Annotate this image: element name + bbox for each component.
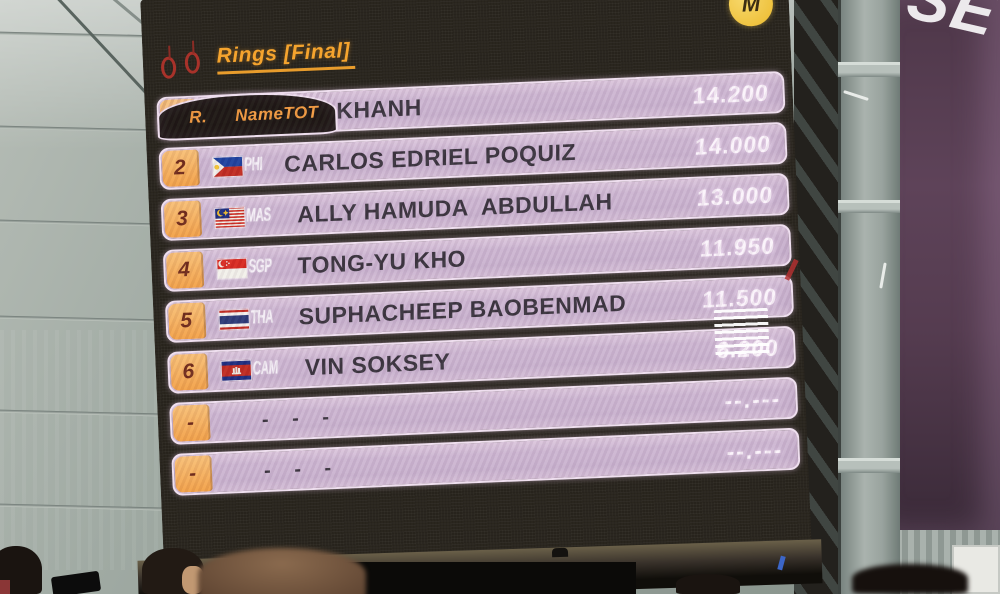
rank-number: 3 bbox=[175, 207, 189, 231]
noc-code: PHI bbox=[243, 153, 263, 176]
athlete-name: CARLOS EDRIEL POQUIZ bbox=[284, 138, 577, 177]
rank-badge: 4 bbox=[165, 251, 205, 289]
steel-column bbox=[838, 0, 900, 594]
result-row: 4 SGP TONG-YU KHO 11.950 bbox=[162, 223, 792, 293]
score-placeholder: --.--- bbox=[726, 435, 785, 465]
score-total: 11.950 bbox=[699, 231, 776, 262]
rank-number: 6 bbox=[182, 359, 195, 384]
result-row: 3 MAS ALLY HAMUDA ABDULLAH 13.000 bbox=[160, 172, 790, 242]
beam-flange bbox=[838, 458, 900, 473]
score-total: 14.200 bbox=[691, 79, 770, 109]
flag-cambodia-icon bbox=[220, 358, 253, 382]
rank-number: - bbox=[186, 410, 195, 435]
result-row: 6 CAM VIN SOKSEY 6.200 bbox=[166, 325, 797, 394]
rank-badge: 6 bbox=[170, 353, 209, 391]
flag-singapore-icon bbox=[216, 257, 248, 280]
spectator-head bbox=[676, 574, 740, 594]
score-total: 13.000 bbox=[696, 180, 774, 211]
rank-number: 2 bbox=[173, 156, 187, 180]
ring-left-icon bbox=[160, 56, 177, 79]
beam-flange bbox=[838, 62, 900, 77]
noc-code: CAM bbox=[252, 357, 279, 380]
score-total: 14.000 bbox=[693, 130, 772, 160]
athlete-name: TONG-YU KHO bbox=[297, 244, 466, 278]
event-title: Rings [Final] bbox=[216, 38, 355, 75]
flag-thailand-icon bbox=[218, 308, 251, 331]
rank-number: 4 bbox=[177, 257, 191, 282]
athlete-name-placeholder: - - - bbox=[261, 405, 339, 431]
beam-flange bbox=[838, 200, 900, 213]
gender-badge: M bbox=[728, 0, 774, 28]
athlete-name: SUPHACHEEP BAOBENMAD bbox=[298, 289, 626, 329]
edge-clamp bbox=[551, 547, 569, 558]
rank-badge: 5 bbox=[167, 302, 207, 340]
rank-number: 5 bbox=[179, 308, 193, 333]
rank-column-header: R. bbox=[188, 107, 208, 127]
lanyard bbox=[0, 580, 10, 594]
athlete-name-placeholder: - - - bbox=[263, 456, 341, 482]
results-table: R. Name TOT 1 VIE VAN KHANH 14.200 2 bbox=[156, 70, 801, 496]
athlete-name: ALLY HAMUDA ABDULLAH bbox=[296, 187, 613, 227]
rank-badge: - bbox=[172, 404, 211, 442]
noc-code: MAS bbox=[245, 204, 272, 227]
result-row: 5 THA SUPHACHEEP BAOBENMAD 11.500 bbox=[164, 274, 795, 344]
score-placeholder: --.--- bbox=[724, 384, 783, 414]
spectator-head-blurred bbox=[198, 548, 366, 594]
noc-code: SGP bbox=[248, 255, 273, 278]
flag-malaysia-icon bbox=[213, 206, 246, 229]
noc-code: THA bbox=[250, 306, 274, 329]
purple-banner: SE bbox=[892, 0, 1000, 530]
rank-badge: 2 bbox=[161, 149, 201, 188]
ring-right-icon bbox=[184, 51, 201, 74]
banner-letters: SE bbox=[901, 0, 1000, 51]
flag-philippines-icon bbox=[211, 155, 244, 178]
name-column-header: Name bbox=[234, 103, 284, 125]
athlete-name: VIN SOKSEY bbox=[304, 347, 451, 380]
rings-apparatus-icon bbox=[158, 41, 208, 85]
spectator-head-blurred bbox=[852, 564, 968, 594]
rank-number: - bbox=[188, 461, 197, 486]
result-row: 2 PHI CARLOS EDRIEL POQUIZ 14.000 bbox=[158, 121, 788, 191]
led-scoreboard: Rings [Final] M R. Name TOT 1 VIE VAN KH… bbox=[140, 0, 812, 576]
led-glitch-artifact bbox=[713, 307, 770, 359]
rank-badge: - bbox=[174, 455, 213, 493]
rank-badge: 3 bbox=[163, 200, 203, 238]
total-column-header: TOT bbox=[283, 102, 319, 123]
